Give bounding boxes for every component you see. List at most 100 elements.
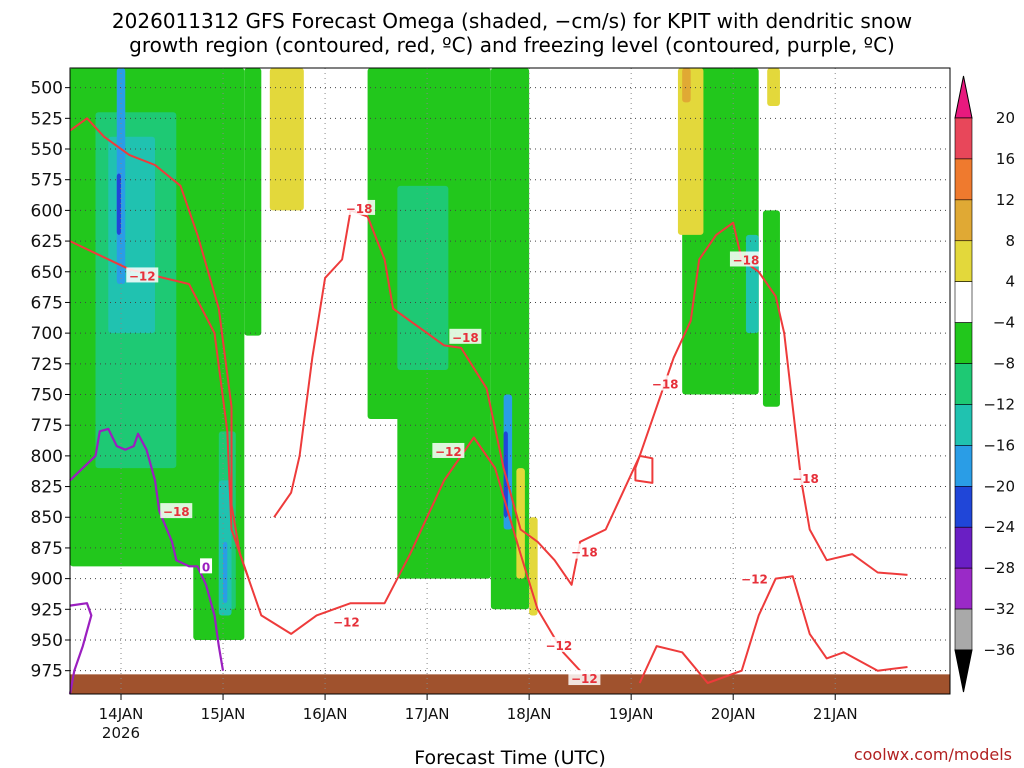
x-tick-label: 19JAN [609, 705, 654, 723]
omega-region [516, 468, 525, 579]
contour-label-bg [568, 670, 601, 686]
y-tick-label: 775 [31, 416, 63, 436]
colorbar: 20 16 12 8 4 −4 −8 −12 −16 −20 −24 −28 −32 −36 [954, 75, 1015, 693]
x-tick-year-label: 2026 [102, 724, 140, 742]
colorbar-swatch [954, 158, 973, 201]
y-tick-label: 500 [31, 79, 63, 99]
x-tick-label: 14JAN [99, 705, 144, 723]
contour-label-bg [542, 636, 575, 652]
grid [70, 68, 950, 694]
colorbar-swatch [954, 526, 973, 569]
terrain-band [70, 674, 950, 694]
dendritic-contour-label: −12 [129, 269, 156, 283]
dendritic-contour-label: −18 [346, 202, 373, 216]
y-tick-label: 800 [31, 447, 63, 467]
y-tick-label: 825 [31, 478, 63, 498]
colorbar-bottom-arrow [954, 649, 973, 693]
contour-label-bg [330, 613, 363, 629]
x-tick-label: 17JAN [405, 705, 450, 723]
contour-label-bg [432, 442, 465, 458]
freezing-contour-label: 0 [202, 560, 210, 574]
dendritic-contour-label: −18 [452, 331, 479, 345]
y-tick-label: 625 [31, 232, 63, 252]
omega-region [108, 136, 156, 334]
colorbar-label: −4 [993, 314, 1015, 332]
omega-region [116, 173, 122, 235]
dendritic-contour-line [634, 454, 654, 484]
colorbar-label: −28 [983, 559, 1015, 577]
omega-region [682, 68, 691, 103]
chart-title-line1: 2026011312 GFS Forecast Omega (shaded, −… [112, 9, 912, 33]
omega-region [223, 541, 228, 604]
freezing-level-contour [68, 602, 93, 695]
y-tick-label: 750 [31, 386, 63, 406]
y-tick-label: 925 [31, 600, 63, 620]
omega-region [767, 68, 780, 107]
y-tick-label: 525 [31, 109, 63, 129]
contour-label-bg [200, 558, 213, 574]
dendritic-contour-line [69, 117, 581, 672]
dendritic-contour-label: −12 [333, 616, 360, 630]
y-tick-label: 850 [31, 508, 63, 528]
colorbar-top-arrow [954, 75, 973, 119]
colorbar-label: −12 [983, 395, 1015, 413]
colorbar-swatch [954, 608, 973, 651]
y-tick-label: 725 [31, 355, 63, 375]
omega-shading [70, 68, 780, 640]
dendritic-contour-line [638, 575, 908, 684]
colorbar-swatch [954, 281, 973, 323]
colorbar-swatch [954, 363, 973, 405]
dendritic-contour-label: −12 [741, 573, 768, 587]
colorbar-label: −20 [983, 477, 1015, 495]
chart-title-line2: growth region (contoured, red, ºC) and f… [129, 33, 895, 57]
y-tick-label: 675 [31, 293, 63, 313]
colorbar-swatch [954, 117, 973, 160]
colorbar-label: −36 [983, 641, 1015, 659]
colorbar-swatch [954, 445, 973, 487]
colorbar-label: 4 [1005, 273, 1015, 291]
y-tick-label: 875 [31, 539, 63, 559]
omega-region [677, 68, 704, 235]
colorbar-swatch [954, 567, 973, 610]
colorbar-label: 16 [996, 150, 1015, 168]
y-tick-label: 975 [31, 662, 63, 682]
colorbar-label: 20 [996, 109, 1015, 127]
omega-region [529, 517, 538, 616]
contour-label-bg [649, 375, 682, 391]
dendritic-contour-label: −12 [435, 445, 462, 459]
freezing-level-contour [69, 427, 225, 671]
colorbar-swatch [954, 404, 973, 446]
x-tick-label: 16JAN [303, 705, 348, 723]
colorbar-swatch [954, 240, 973, 282]
omega-region [244, 68, 262, 336]
y-tick-label: 575 [31, 171, 63, 191]
y-tick-label: 650 [31, 263, 63, 283]
colorbar-swatch [954, 199, 973, 242]
y-axis: 500 525 550 575 600 625 650 675 700 725 750 775 800 8… [31, 79, 70, 682]
dendritic-contour-label: −18 [733, 253, 760, 267]
y-tick-label: 900 [31, 570, 63, 590]
omega-region [762, 210, 780, 407]
plot-frame [69, 67, 951, 695]
x-tick-label: 21JAN [813, 705, 858, 723]
terrain-fill [70, 674, 950, 694]
contour-label-bg [449, 328, 482, 344]
x-tick-label: 20JAN [711, 705, 756, 723]
x-tick-label: 15JAN [201, 705, 246, 723]
y-tick-label: 550 [31, 140, 63, 160]
y-tick-label: 700 [31, 324, 63, 344]
contour-label-bg [126, 267, 159, 283]
dendritic-contour-label: −12 [546, 639, 573, 653]
contour-label-bg [343, 199, 376, 215]
contour-labels: −12 −18 −12 −18 −18 −12 −12 −12 −18 −18 −18 −12 −18 0 [126, 199, 822, 686]
contour-label-bg [789, 469, 822, 485]
colorbar-label: 8 [1005, 232, 1015, 250]
contour-label-bg [738, 570, 771, 586]
omega-region [397, 185, 449, 370]
y-tick-label: 950 [31, 631, 63, 651]
dendritic-contour-label: −18 [792, 472, 819, 486]
colorbar-label: −16 [983, 436, 1015, 454]
dendritic-contour-line [69, 240, 250, 579]
